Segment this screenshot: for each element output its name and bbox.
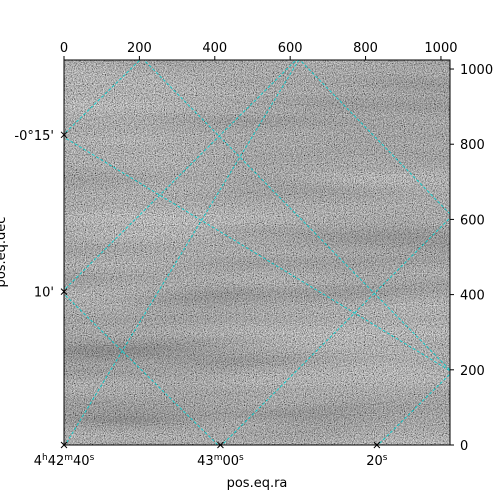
bottom-tick — [60, 441, 68, 449]
bottom-tick-label: 4h42m40s — [34, 453, 95, 469]
left-tick-label: 10' — [34, 286, 54, 301]
right-tick-label: 400 — [460, 289, 485, 304]
right-tick-label: 800 — [460, 138, 485, 153]
image-area — [64, 60, 450, 445]
bottom-tick — [373, 441, 381, 449]
bottom-tick-label: 20s — [366, 453, 388, 469]
bottom-ra-axis: 4h42m40s 43m00s 20s — [34, 441, 388, 469]
right-tick-label: 200 — [460, 364, 485, 379]
top-tick-label: 200 — [127, 41, 152, 56]
right-tick-label: 1000 — [460, 63, 493, 78]
right-tick-label: 600 — [460, 213, 485, 228]
bottom-tick — [217, 441, 224, 449]
plot-frame — [63, 59, 451, 446]
y-axis-title: pos.eq.dec — [0, 217, 9, 288]
coordinate-grid — [64, 60, 450, 445]
grid-line — [299, 60, 450, 215]
grid-line — [64, 136, 450, 372]
grid-line — [377, 373, 450, 445]
grid-line — [64, 60, 141, 135]
top-tick-label: 600 — [278, 41, 303, 56]
top-tick-label: 800 — [353, 41, 378, 56]
grid-line — [64, 60, 297, 291]
left-tick — [60, 131, 68, 139]
left-tick-label: -0°15' — [14, 129, 54, 144]
x-axis-title: pos.eq.ra — [227, 476, 288, 491]
top-tick-label: 1000 — [424, 41, 457, 56]
image-bands — [64, 60, 450, 445]
top-tick-label: 400 — [202, 41, 227, 56]
grid-line — [64, 60, 300, 445]
top-tick-label: 0 — [60, 41, 68, 56]
right-tick-label: 0 — [460, 439, 468, 454]
top-pixel-axis: 0 200 400 600 800 1000 — [60, 41, 458, 60]
grid-line — [221, 217, 450, 445]
bottom-tick-label: 43m00s — [197, 453, 244, 469]
grid-line — [64, 293, 219, 445]
right-pixel-axis: 0 200 400 600 800 1000 — [450, 63, 493, 454]
left-tick — [60, 288, 68, 295]
grid-line — [143, 60, 450, 371]
left-dec-axis: -0°15' 10' — [14, 129, 68, 301]
